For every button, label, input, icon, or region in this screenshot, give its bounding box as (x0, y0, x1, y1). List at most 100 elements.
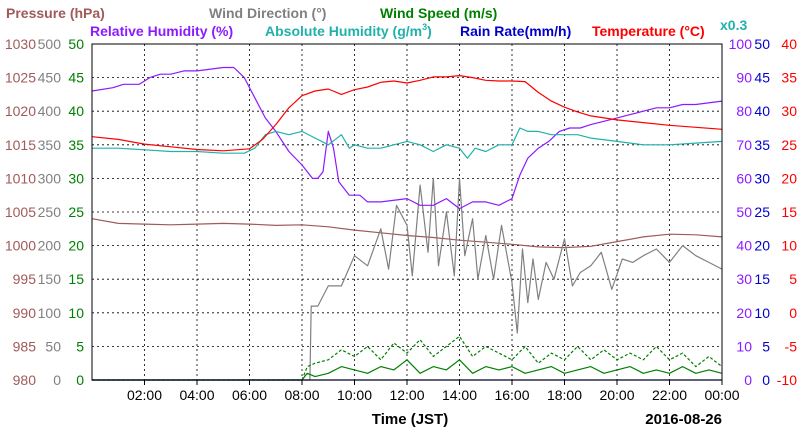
series-line-absolute-humidity-g-m3 (92, 127, 723, 159)
series-line-wind-speed-m-s (92, 359, 723, 381)
chart-grid (92, 44, 722, 380)
relative-humidity-tick-label: 80 (736, 103, 752, 119)
series-line-temperature-c (91, 74, 723, 152)
absolute-humidity-axis-title: Absolute Humidity (g/m3) (265, 22, 432, 39)
series-line-wind-gust-m-s (92, 335, 723, 381)
rain-rate-tick-label: 10 (754, 305, 770, 321)
wind-speed-tick-label: 5 (76, 338, 84, 354)
wind-speed-tick-label: 45 (68, 70, 84, 86)
absolute-humidity-scale-note: x0.3 (720, 17, 747, 33)
wind-speed-tick-label: 40 (68, 103, 84, 119)
rain-rate-tick-label: 0 (762, 372, 770, 388)
x-tick-label: 04:00 (179, 387, 214, 403)
temperature-tick-label: 40 (781, 36, 797, 52)
pressure-axis-title: Pressure (hPa) (6, 5, 105, 21)
wind-speed-tick-label: 50 (68, 36, 84, 52)
relative-humidity-tick-label: 0 (744, 372, 752, 388)
relative-humidity-tick-label: 60 (736, 170, 752, 186)
wind-direction-tick-label: 200 (38, 238, 62, 254)
x-tick-label: 06:00 (232, 387, 267, 403)
rain-rate-tick-label: 15 (754, 271, 770, 287)
x-tick-label: 14:00 (442, 387, 477, 403)
pressure-tick-label: 1015 (5, 137, 36, 153)
temperature-tick-label: 25 (781, 137, 797, 153)
wind-speed-tick-label: 20 (68, 238, 84, 254)
relative-humidity-tick-label: 10 (736, 338, 752, 354)
pressure-tick-label: 985 (13, 338, 37, 354)
x-tick-label: 22:00 (652, 387, 687, 403)
rain-rate-tick-label: 45 (754, 70, 770, 86)
temperature-tick-label: 30 (781, 103, 797, 119)
x-tick-label: 08:00 (284, 387, 319, 403)
wind-direction-tick-label: 50 (45, 338, 61, 354)
relative-humidity-tick-label: 20 (736, 305, 752, 321)
wind-direction-axis-title: Wind Direction (°) (209, 5, 326, 21)
rain-rate-tick-label: 30 (754, 170, 770, 186)
rain-rate-tick-label: 40 (754, 103, 770, 119)
wind-direction-tick-label: 500 (38, 36, 62, 52)
x-tick-label: 10:00 (337, 387, 372, 403)
pressure-tick-label: 1020 (5, 103, 36, 119)
temperature-tick-label: 20 (781, 170, 797, 186)
right-axes: 0102030405060708090100051015202530354045… (729, 36, 798, 388)
wind-direction-tick-label: 350 (38, 137, 62, 153)
wind-speed-tick-label: 0 (76, 372, 84, 388)
wind-direction-tick-label: 150 (38, 271, 62, 287)
relative-humidity-axis-title: Relative Humidity (%) (90, 23, 233, 39)
x-tick-label: 12:00 (389, 387, 424, 403)
rain-rate-tick-label: 50 (754, 36, 770, 52)
series-line-wind-direction (92, 177, 723, 381)
temperature-tick-label: 0 (789, 305, 797, 321)
relative-humidity-tick-label: 30 (736, 271, 752, 287)
pressure-tick-label: 995 (13, 271, 37, 287)
wind-direction-tick-label: 250 (38, 204, 62, 220)
x-tick-label: 00:00 (704, 387, 739, 403)
x-tick-label: 16:00 (494, 387, 529, 403)
wind-direction-tick-label: 400 (38, 103, 62, 119)
x-tick-label: 18:00 (547, 387, 582, 403)
wind-speed-tick-label: 30 (68, 170, 84, 186)
relative-humidity-tick-label: 90 (736, 70, 752, 86)
wind-speed-tick-label: 25 (68, 204, 84, 220)
pressure-tick-label: 1025 (5, 70, 36, 86)
temperature-axis-title: Temperature (°C) (592, 23, 705, 39)
rain-rate-tick-label: 25 (754, 204, 770, 220)
pressure-tick-label: 990 (13, 305, 37, 321)
pressure-tick-label: 1030 (5, 36, 36, 52)
relative-humidity-tick-label: 40 (736, 238, 752, 254)
wind-speed-tick-label: 15 (68, 271, 84, 287)
pressure-tick-label: 980 (13, 372, 37, 388)
pressure-tick-label: 1010 (5, 170, 36, 186)
rain-rate-tick-label: 20 (754, 238, 770, 254)
rain-rate-axis-title: Rain Rate(mm/h) (460, 23, 571, 39)
rain-rate-tick-label: 5 (762, 338, 770, 354)
relative-humidity-tick-label: 70 (736, 137, 752, 153)
relative-humidity-tick-label: 50 (736, 204, 752, 220)
temperature-tick-label: 10 (781, 238, 797, 254)
x-tick-label: 02:00 (127, 387, 162, 403)
wind-direction-tick-label: 0 (53, 372, 61, 388)
temperature-tick-label: 15 (781, 204, 797, 220)
left-axes: 9809859909951000100510101015102010251030… (5, 36, 84, 388)
rain-rate-tick-label: 35 (754, 137, 770, 153)
x-axis-title: Time (JST) (372, 411, 448, 428)
temperature-tick-label: 35 (781, 70, 797, 86)
chart-date: 2016-08-26 (645, 411, 722, 428)
wind-speed-tick-label: 10 (68, 305, 84, 321)
wind-direction-tick-label: 100 (38, 305, 62, 321)
temperature-tick-label: -10 (777, 372, 797, 388)
wind-direction-tick-label: 450 (38, 70, 62, 86)
x-tick-label: 20:00 (599, 387, 634, 403)
series-line-pressure-hpa (91, 218, 723, 249)
wind-direction-tick-label: 300 (38, 170, 62, 186)
x-axis: 02:00 04:00 06:00 08:00 10:00 12:00 14:00 16:00… (127, 380, 740, 403)
pressure-tick-label: 1005 (5, 204, 36, 220)
wind-speed-tick-label: 35 (68, 137, 84, 153)
temperature-tick-label: 5 (789, 271, 797, 287)
relative-humidity-tick-label: 100 (729, 36, 753, 52)
pressure-tick-label: 1000 (5, 238, 36, 254)
temperature-tick-label: -5 (785, 338, 798, 354)
series-line-relative-humidity (91, 66, 723, 210)
wind-speed-axis-title: Wind Speed (m/s) (380, 5, 497, 21)
